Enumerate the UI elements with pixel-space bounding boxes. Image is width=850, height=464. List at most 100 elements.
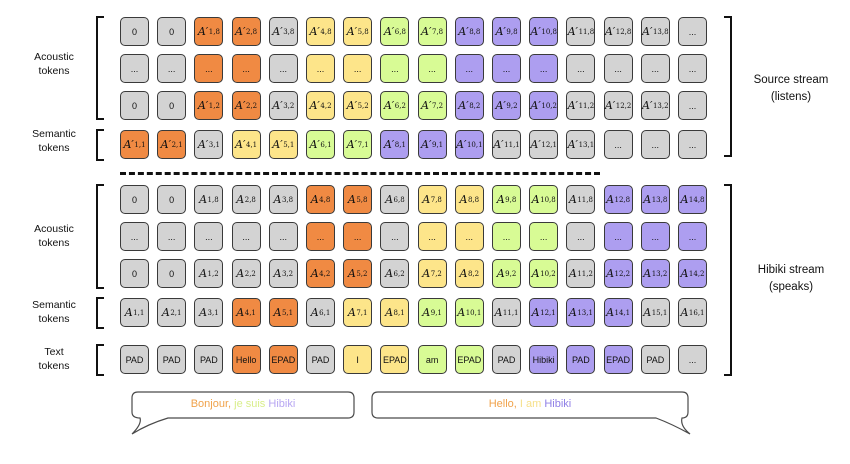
target-semantic-row-token: A 9,1 [417, 298, 447, 327]
stream-separator [120, 172, 600, 175]
target-acoustic-row-3-token: A 13,2 [640, 259, 670, 288]
target-semantic-label-line2: tokens [38, 313, 70, 325]
target-acoustic-row-3-token: A 10,2 [529, 259, 559, 288]
target-semantic-row-token: A 12,1 [529, 298, 559, 327]
target-semantic-row-token: A 1,1 [120, 298, 149, 327]
source-acoustic-row-1-token: A′ 5,8 [343, 17, 373, 46]
source-bubble-text: Bonjour, je suis Hibiki [132, 398, 354, 410]
target-semantic-row-token: A 3,1 [194, 298, 224, 327]
source-acoustic-row-1-token: A′ 1,8 [194, 17, 224, 46]
target-acoustic-row-3-token: A 3,2 [268, 259, 298, 288]
target-text-row-token: EPAD [603, 345, 633, 374]
target-acoustic-row-1-token: A 1,8 [194, 185, 224, 214]
source-acoustic-label-line2: tokens [38, 65, 70, 77]
source-semantic-row-token: A′ 13,1 [566, 130, 596, 159]
target-semantic-row-token: A 4,1 [231, 298, 261, 327]
target-acoustic-row-1-token: A 9,8 [492, 185, 521, 214]
target-acoustic-row-2-token: ... [194, 222, 224, 251]
source-acoustic-row-3-token: A′ 1,2 [194, 91, 224, 120]
target-acoustic-row-2-token: ... [640, 222, 670, 251]
target-text-row-token: EPAD [380, 345, 410, 374]
target-text-bracket [96, 344, 104, 376]
target-acoustic-label-line2: tokens [38, 237, 70, 249]
source-acoustic-row-2-token: ... [678, 54, 707, 83]
target-stream-label: Hibiki stream (speaks) [736, 262, 846, 296]
target-acoustic-row-2-token: ... [231, 222, 261, 251]
source-acoustic-row-3-token: 0 [120, 91, 149, 120]
target-stream-label-line2: (speaks) [768, 281, 814, 293]
target-text-row-token: am [417, 345, 447, 374]
target-acoustic-row-2-token: ... [529, 222, 559, 251]
target-acoustic-row-3-token: A 11,2 [566, 259, 596, 288]
source-acoustic-row-3-token: A′ 2,2 [231, 91, 261, 120]
target-acoustic-row-2-token: ... [380, 222, 410, 251]
source-acoustic-row-1-token: 0 [120, 17, 149, 46]
target-text-row-token: PAD [120, 345, 149, 374]
source-acoustic-row-3-token: A′ 3,2 [268, 91, 298, 120]
target-acoustic-row-2-token: ... [417, 222, 447, 251]
source-semantic-row-token: A′ 5,1 [268, 130, 298, 159]
source-semantic-bracket [96, 129, 104, 161]
target-acoustic-row-2-token: ... [566, 222, 596, 251]
target-semantic-label-line1: Semantic [32, 299, 76, 311]
source-acoustic-row-1-token: A′ 8,8 [454, 17, 484, 46]
target-acoustic-row-3-token: A 2,2 [231, 259, 261, 288]
target-acoustic-row-2-token: ... [268, 222, 298, 251]
source-semantic-row-token: ... [603, 130, 633, 159]
target-acoustic-row-2-token: ... [157, 222, 187, 251]
target-semantic-row-token: A 7,1 [343, 298, 373, 327]
target-semantic-row-token: A 2,1 [157, 298, 187, 327]
target-acoustic-row-1-token: A 13,8 [640, 185, 670, 214]
target-acoustic-row-3-token: 0 [120, 259, 149, 288]
target-acoustic-row-1-token: 0 [120, 185, 149, 214]
source-stream-bracket [724, 16, 732, 157]
source-acoustic-row-3-token: A′ 5,2 [343, 91, 373, 120]
target-acoustic-row-1-token: A 6,8 [380, 185, 410, 214]
source-stream-label: Source stream (listens) [736, 72, 846, 106]
source-acoustic-bracket [96, 16, 104, 120]
source-acoustic-row-2-token: ... [454, 54, 484, 83]
source-semantic-row-token: A′ 10,1 [454, 130, 484, 159]
target-acoustic-row-1-token: A 4,8 [306, 185, 335, 214]
source-acoustic-row-3-token: A′ 13,2 [640, 91, 670, 120]
target-text-row-token: PAD [194, 345, 224, 374]
source-acoustic-row-3-token: A′ 11,2 [566, 91, 596, 120]
source-semantic-row-token: ... [640, 130, 670, 159]
source-acoustic-row-3-token: A′ 6,2 [380, 91, 410, 120]
source-acoustic-row-2-token: ... [343, 54, 373, 83]
target-acoustic-row-3-token: A 1,2 [194, 259, 224, 288]
target-acoustic-row-3-token: A 5,2 [343, 259, 373, 288]
source-acoustic-row-1-token: A′ 4,8 [306, 17, 335, 46]
source-bubble-segment-2: je suis [234, 398, 269, 410]
target-acoustic-row-2-token: ... [306, 222, 335, 251]
source-acoustic-row-2-token: ... [306, 54, 335, 83]
source-acoustic-row-2-token: ... [157, 54, 187, 83]
source-acoustic-row-3-token: A′ 10,2 [529, 91, 559, 120]
target-acoustic-row-1-token: A 3,8 [268, 185, 298, 214]
source-semantic-row-token: A′ 1,1 [120, 130, 149, 159]
source-acoustic-row-1-token: A′ 6,8 [380, 17, 410, 46]
source-semantic-row-token: A′ 3,1 [194, 130, 224, 159]
target-semantic-row-token: A 6,1 [306, 298, 335, 327]
target-acoustic-row-1-token: A 5,8 [343, 185, 373, 214]
source-acoustic-row-1-token: A′ 13,8 [640, 17, 670, 46]
target-stream-label-line1: Hibiki stream [757, 264, 825, 276]
target-text-row-token: PAD [492, 345, 521, 374]
source-acoustic-row-1-token: 0 [157, 17, 187, 46]
target-semantic-row-token: A 16,1 [678, 298, 707, 327]
target-acoustic-row-2-token: ... [343, 222, 373, 251]
source-stream-label-line2: (listens) [770, 91, 812, 103]
target-text-row-token: EPAD [268, 345, 298, 374]
target-acoustic-row-3-token: A 4,2 [306, 259, 335, 288]
source-acoustic-row-2-token: ... [417, 54, 447, 83]
target-bubble-text: Hello, I am Hibiki [372, 398, 688, 410]
source-acoustic-label: Acoustic tokens [8, 50, 100, 78]
target-acoustic-row-1-token: A 12,8 [603, 185, 633, 214]
source-stream-label-line1: Source stream [753, 74, 829, 86]
source-acoustic-row-1-token: A′ 10,8 [529, 17, 559, 46]
target-text-row-token: EPAD [454, 345, 484, 374]
source-semantic-row-token: A′ 6,1 [306, 130, 335, 159]
target-semantic-row-token: A 13,1 [566, 298, 596, 327]
target-bubble-segment-1: Hello, [488, 398, 520, 410]
